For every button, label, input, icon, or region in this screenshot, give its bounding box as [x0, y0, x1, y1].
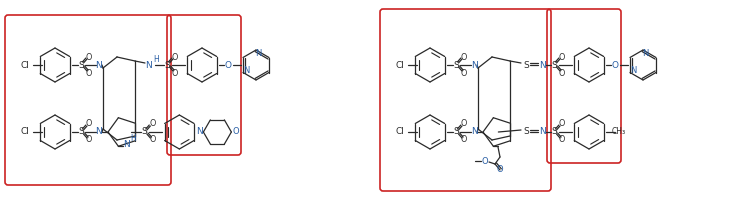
Text: O: O	[559, 52, 565, 62]
Text: N: N	[471, 128, 477, 136]
Text: O: O	[149, 136, 155, 144]
Text: N: N	[196, 128, 203, 136]
Text: N: N	[146, 60, 152, 70]
Text: O: O	[149, 119, 155, 129]
Text: S: S	[141, 128, 147, 136]
Text: N: N	[243, 66, 249, 75]
Text: N: N	[539, 60, 545, 70]
Text: Cl: Cl	[21, 128, 30, 136]
Text: S: S	[453, 60, 459, 70]
Text: S: S	[164, 60, 170, 70]
Text: S: S	[78, 128, 84, 136]
Text: O: O	[86, 52, 92, 62]
Text: N: N	[95, 128, 102, 136]
Text: CH₃: CH₃	[612, 128, 626, 136]
Text: N: N	[539, 128, 545, 136]
Text: O: O	[86, 119, 92, 129]
Text: Cl: Cl	[21, 60, 30, 70]
Text: S: S	[78, 60, 84, 70]
Text: Cl: Cl	[396, 60, 405, 70]
Text: O: O	[461, 136, 467, 144]
Text: S: S	[523, 60, 529, 70]
Text: O: O	[461, 52, 467, 62]
Text: O: O	[559, 136, 565, 144]
Text: O: O	[224, 60, 232, 70]
Text: H: H	[130, 134, 136, 143]
Text: S: S	[453, 128, 459, 136]
Text: N: N	[123, 140, 130, 149]
Text: O: O	[172, 68, 178, 77]
Text: O: O	[86, 68, 92, 77]
Text: N: N	[471, 60, 477, 70]
Text: S: S	[551, 128, 557, 136]
Text: O: O	[172, 52, 178, 62]
Text: S: S	[551, 60, 557, 70]
Text: O: O	[86, 136, 92, 144]
Text: N: N	[95, 60, 102, 70]
Text: O: O	[232, 128, 239, 136]
Text: O: O	[559, 119, 565, 129]
Text: S: S	[523, 128, 529, 136]
Text: O: O	[461, 119, 467, 129]
Text: O: O	[482, 156, 488, 166]
Text: O: O	[497, 166, 503, 174]
Text: N: N	[255, 48, 261, 58]
Text: O: O	[559, 68, 565, 77]
Text: N: N	[642, 48, 648, 58]
Text: O: O	[611, 60, 619, 70]
Text: O: O	[461, 68, 467, 77]
Text: N: N	[630, 66, 636, 75]
Text: H: H	[153, 54, 159, 64]
Text: Cl: Cl	[396, 128, 405, 136]
